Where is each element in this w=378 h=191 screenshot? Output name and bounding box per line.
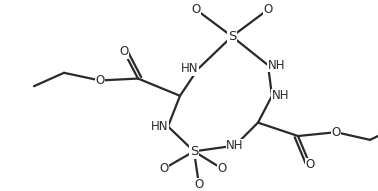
Text: NH: NH (226, 139, 244, 152)
Text: O: O (305, 158, 314, 171)
Text: O: O (332, 126, 341, 139)
Text: O: O (263, 3, 273, 16)
Text: S: S (228, 30, 236, 43)
Text: HN: HN (181, 62, 198, 75)
Text: O: O (217, 162, 227, 175)
Text: HN: HN (150, 120, 168, 133)
Text: S: S (190, 145, 198, 158)
Text: O: O (191, 3, 201, 16)
Text: O: O (160, 162, 169, 175)
Text: NH: NH (272, 89, 290, 102)
Text: O: O (95, 74, 105, 87)
Text: O: O (194, 178, 204, 191)
Text: O: O (119, 45, 129, 58)
Text: NH: NH (268, 59, 285, 72)
